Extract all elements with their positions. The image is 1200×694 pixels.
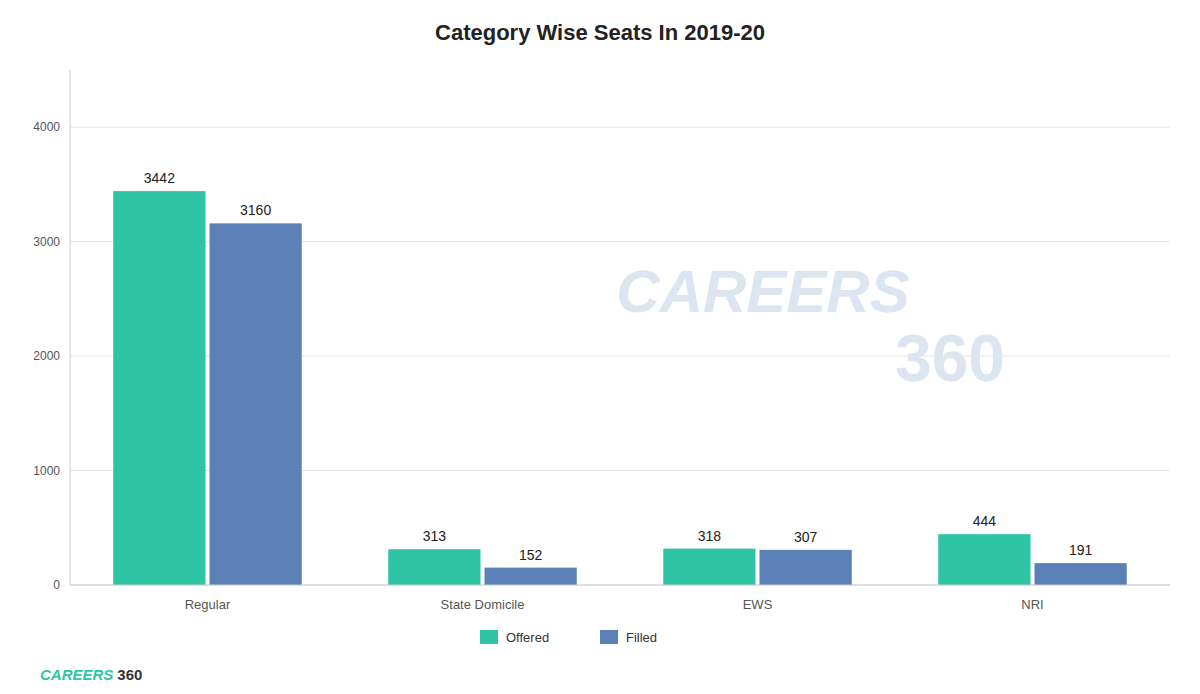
legend-swatch <box>600 630 618 644</box>
y-tick-label: 2000 <box>33 349 60 363</box>
legend-swatch <box>480 630 498 644</box>
y-tick-label: 1000 <box>33 464 60 478</box>
bar <box>1035 563 1127 585</box>
data-label: 307 <box>794 529 818 545</box>
data-label: 152 <box>519 547 543 563</box>
grid-line <box>70 127 1170 128</box>
title: Category Wise Seats In 2019-20 <box>435 20 765 45</box>
legend: Offered Filled <box>480 630 657 645</box>
data-label: 313 <box>423 528 447 544</box>
bars <box>113 191 1127 585</box>
bar <box>210 223 302 585</box>
x-tick-label: EWS <box>743 597 773 612</box>
x-tick-label: Regular <box>185 597 231 612</box>
data-label: 3442 <box>144 170 175 186</box>
y-tick-label: 3000 <box>33 235 60 249</box>
bar <box>113 191 205 585</box>
data-label: 318 <box>698 528 722 544</box>
x-tick-label: State Domicile <box>441 597 525 612</box>
logo-text: CAREERS <box>40 666 113 683</box>
logo-text: 360 <box>117 666 142 683</box>
bar <box>663 549 755 585</box>
grid-line <box>70 585 1170 586</box>
watermark-text: 360 <box>895 321 1005 395</box>
y-tick-label: 0 <box>53 578 60 592</box>
x-tick-label: NRI <box>1021 597 1043 612</box>
chart: Category Wise Seats In 2019-20CAREERS360… <box>0 0 1200 694</box>
legend-label: Offered <box>506 630 549 645</box>
bar <box>938 534 1030 585</box>
bar <box>388 549 480 585</box>
y-tick-label: 4000 <box>33 120 60 134</box>
y-axis-line <box>70 70 71 585</box>
watermark-text: CAREERS <box>616 258 909 325</box>
watermark: CAREERS360 <box>616 258 1005 395</box>
data-label: 191 <box>1069 542 1093 558</box>
data-label: 3160 <box>240 202 271 218</box>
data-label: 444 <box>973 513 997 529</box>
bar <box>760 550 852 585</box>
x-axis-line <box>70 585 1170 586</box>
legend-label: Filled <box>626 630 657 645</box>
logo: CAREERS360 <box>40 666 142 683</box>
grid <box>70 127 1170 585</box>
bar <box>485 568 577 585</box>
data-labels: 3442 3160 313 152 318 307 444 191 <box>144 170 1093 563</box>
